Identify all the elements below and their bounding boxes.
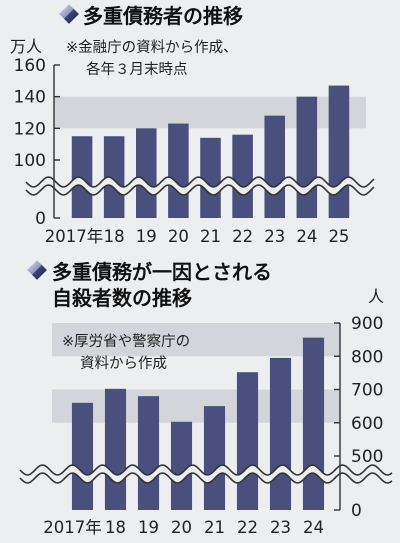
break-line	[25, 176, 375, 188]
y-tick-label: 800	[351, 347, 383, 367]
bar	[71, 136, 93, 218]
x-tick-label: 24	[303, 518, 324, 537]
bar	[170, 421, 193, 510]
chart2-y-axis	[334, 322, 341, 511]
chart2-axis-break	[19, 464, 393, 484]
chart2-title-line1: 多重債務が一因とされる	[52, 260, 272, 284]
x-tick-label: 22	[232, 227, 253, 246]
y-tick-label: 140	[14, 88, 46, 108]
x-tick-label: 19	[138, 518, 159, 537]
chart2-y-ticks: 0 500 600 700 800 900	[351, 314, 383, 521]
bar	[136, 128, 157, 218]
chart2-note-line2: 資料から作成	[80, 355, 167, 372]
diamond-bullet-icon	[59, 4, 79, 24]
chart1-bands	[54, 96, 366, 129]
bar	[302, 337, 325, 510]
bar	[296, 96, 318, 218]
y-tick-label: 0	[351, 501, 362, 521]
x-tick-label: 23	[264, 227, 285, 246]
y-tick-label: 700	[351, 381, 383, 401]
grid-band	[52, 389, 340, 423]
y-tick-label: 0	[35, 209, 46, 229]
chart1-y-axis	[53, 64, 60, 219]
y-tick-label: 120	[14, 119, 46, 139]
x-tick-label: 18	[105, 518, 126, 537]
bar	[269, 357, 292, 510]
chart1-y-ticks: 0 100 120 140 160	[14, 56, 46, 229]
bar	[264, 115, 285, 218]
grid-band	[54, 96, 366, 129]
chart2-bands	[52, 323, 340, 423]
x-tick-label: 18	[104, 227, 125, 246]
diamond-bullet-icon	[27, 260, 47, 280]
bar	[137, 396, 160, 510]
bar	[71, 402, 94, 510]
x-tick-label: 19	[136, 227, 157, 246]
x-tick-label: 22	[237, 518, 258, 537]
chart-debt-suicides: 2017年 18 19 20 21 22 23 24 0 500 600 700 800 900 多重債…	[19, 260, 393, 537]
chart2-note-line1: ※厚労省や警察庁の	[62, 332, 190, 350]
x-tick-label: 25	[328, 227, 349, 246]
bar	[232, 134, 253, 218]
bar	[203, 406, 226, 510]
bar	[104, 388, 127, 510]
y-tick-label: 100	[14, 151, 46, 171]
x-tick-label: 24	[296, 227, 317, 246]
y-tick-label: 160	[14, 56, 46, 76]
chart2-unit: 人	[368, 287, 384, 306]
break-line	[25, 184, 375, 196]
x-tick-label: 21	[200, 227, 221, 246]
x-tick-label: 20	[171, 518, 192, 537]
y-tick-label: 500	[351, 447, 383, 467]
bar	[103, 136, 125, 218]
chart2-title-line2: 自殺者数の推移	[52, 286, 192, 310]
break-line	[19, 472, 393, 484]
chart1-note-line2: 各年３月末時点	[86, 61, 188, 78]
y-tick-label: 600	[351, 414, 383, 434]
break-line	[19, 464, 393, 476]
bar	[236, 372, 259, 510]
y-tick-label: 900	[351, 314, 383, 334]
bar	[328, 85, 350, 218]
chart1-axis-break	[25, 176, 375, 196]
x-tick-label: 2017年	[45, 227, 104, 246]
bar	[168, 123, 189, 218]
x-tick-label: 23	[270, 518, 291, 537]
grid-band	[52, 323, 340, 357]
x-tick-label: 20	[168, 227, 189, 246]
x-tick-label: 21	[204, 518, 225, 537]
chart1-note-line1: ※金融庁の資料から作成、	[66, 39, 238, 56]
chart1-unit: 万人	[10, 37, 42, 56]
break-gap	[20, 465, 392, 483]
chart-multiple-debtors: 2017年 18 19 20 21 22 23 24 25 0 100 120 140 160 多重債務…	[10, 4, 375, 246]
chart1-title: 多重債務者の推移	[83, 4, 243, 28]
x-tick-label: 2017年	[43, 518, 102, 537]
chart2-x-labels: 2017年 18 19 20 21 22 23 24	[43, 518, 324, 537]
chart1-x-labels: 2017年 18 19 20 21 22 23 24 25	[45, 227, 350, 246]
break-gap	[26, 177, 374, 195]
bar	[200, 137, 221, 218]
